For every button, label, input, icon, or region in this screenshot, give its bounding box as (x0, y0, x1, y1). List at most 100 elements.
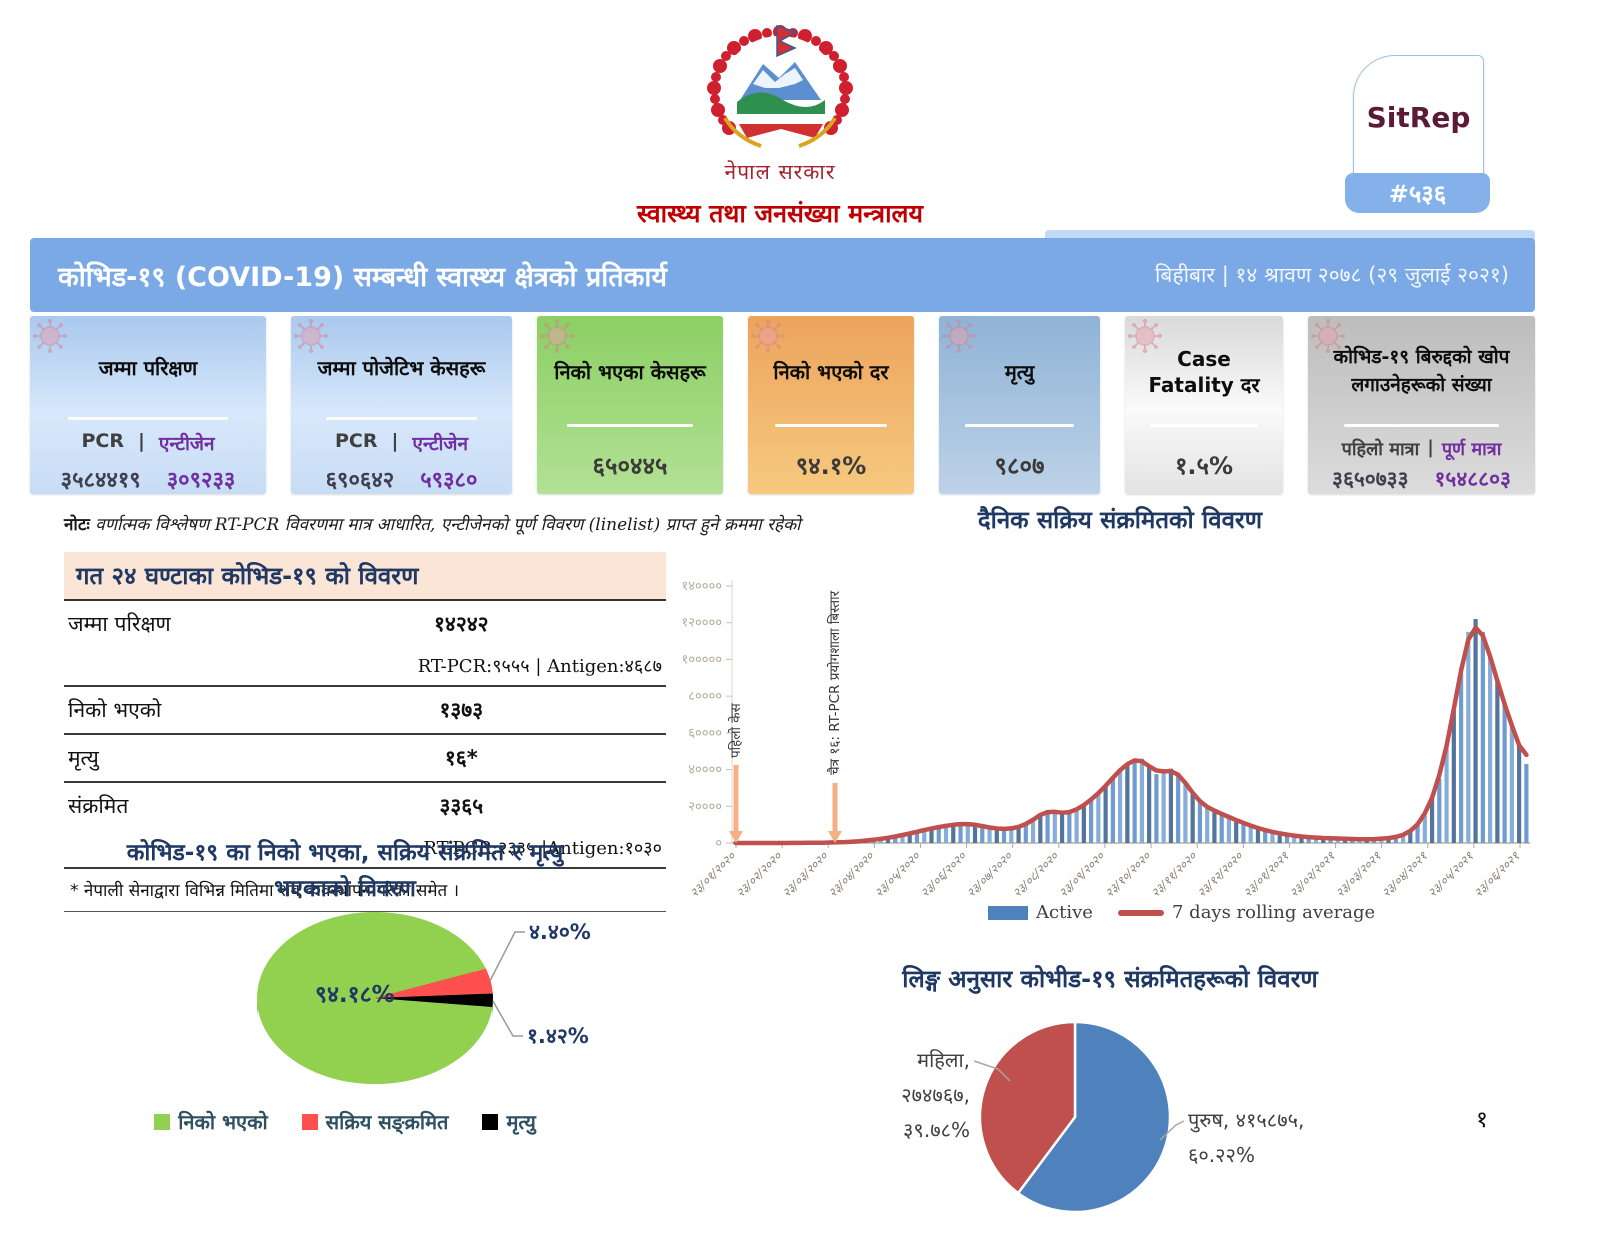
legend-swatch (482, 1113, 499, 1130)
divider (964, 424, 1075, 427)
recovery-pie-legend: निको भएको सक्रिय सङ्क्रमित मृत्यु (55, 1108, 635, 1135)
report-title-bar: कोभिड-१९ (COVID-19) सम्बन्धी स्वास्थ्य क… (30, 238, 1535, 312)
virus-icon (942, 319, 976, 353)
recovery-pie-chart: ९४.१८% ४.४०% १.४२% (256, 911, 590, 1084)
svg-text:२३/१०/२०२०: २३/१०/२०२० (1102, 849, 1153, 900)
svg-text:८००००: ८०००० (688, 689, 722, 704)
card-title: जम्मा परिक्षण (98, 356, 198, 381)
card-value: ९८०७ (994, 452, 1045, 480)
svg-text:२००००: २०००० (688, 799, 722, 814)
antigen-value: ५९३८० (420, 468, 478, 493)
legend-item: मृत्यु (482, 1108, 536, 1135)
government-line: नेपाल सरकार (724, 160, 836, 184)
svg-text:२३/१२/२०२०: २३/१२/२०२० (1194, 849, 1245, 900)
antigen-value: ३०९२३३ (166, 468, 236, 493)
svg-text:२३/०८/२०२०: २३/०८/२०२० (1010, 849, 1061, 900)
card-title: मृत्यु (1004, 359, 1035, 384)
table-row: मृत्यु १६* (64, 735, 666, 783)
svg-text:२३/११/२०२०: २३/११/२०२० (1148, 849, 1199, 900)
divider (566, 424, 694, 427)
svg-text:२३/०३/२०२१: २३/०३/२०२१ (1333, 849, 1384, 900)
svg-text:३९.७८%: ३९.७८% (903, 1118, 970, 1142)
svg-text:२३/०३/२०२०: २३/०३/२०२० (779, 849, 830, 900)
divider (326, 417, 477, 420)
card-value: १.५% (1174, 452, 1234, 480)
note-body: वर्णात्मक विश्लेषण RT-PCR विवरणमा मात्र … (95, 515, 801, 535)
recovery-pie-title: कोभिड-१९ का निको भएका, सक्रिय संक्रमित र… (126, 840, 564, 902)
virus-icon (540, 319, 574, 353)
svg-text:पुरुष, ४१५८७५,: पुरुष, ४१५८७५, (1188, 1108, 1304, 1133)
svg-text:२३/०६/२०२०: २३/०६/२०२० (918, 849, 969, 900)
report-title: कोभिड-१९ (COVID-19) सम्बन्धी स्वास्थ्य क… (58, 261, 667, 293)
legend-item: सक्रिय सङ्क्रमित (301, 1108, 449, 1135)
svg-text:चैत्र १६: RT-PCR प्रयोगशाला बि: चैत्र १६: RT-PCR प्रयोगशाला बिस्तार (826, 590, 843, 775)
card-total-tests: जम्मा परिक्षण PCR | एन्टीजेन ३५८४४१९ ३०९२३३ (30, 316, 266, 494)
full-dose-label: पूर्ण मात्रा (1441, 439, 1502, 460)
legend-label: सक्रिय सङ्क्रमित (325, 1110, 449, 1134)
gender-pie-title: लिङ्ग अनुसार कोभीड-१९ संक्रमितहरूको विवर… (902, 965, 1318, 993)
svg-text:६००००: ६०००० (688, 726, 722, 741)
legend-label: निको भएको (178, 1110, 268, 1134)
card-title: निको भएको दर (773, 359, 889, 384)
stat-cards-row: जम्मा परिक्षण PCR | एन्टीजेन ३५८४४१९ ३०९२३३… (30, 316, 1535, 494)
svg-text:०: ० (715, 836, 722, 851)
first-dose-label: पहिलो मात्रा (1341, 439, 1420, 460)
svg-text:९४.१८%: ९४.१८% (315, 982, 395, 1008)
legend-swatch (154, 1113, 171, 1130)
table-header: गत २४ घण्टाका कोभिड-१९ को विवरण (64, 552, 666, 601)
card-vaccination: कोभिड-१९ बिरुद्दको खोप लगाउनेहरूको संख्य… (1308, 316, 1535, 494)
svg-text:२३/०७/२०२०: २३/०७/२०२० (964, 849, 1015, 900)
divider (1344, 424, 1499, 427)
first-dose-value: ३६५०७३३ (1332, 467, 1409, 491)
ministry-title: स्वास्थ्य तथा जनसंख्या मन्त्रालय (636, 199, 923, 228)
virus-icon (294, 319, 328, 353)
card-value: ६५०४४५ (592, 452, 668, 480)
svg-text:२३/०९/२०२०: २३/०९/२०२० (1056, 849, 1107, 900)
virus-icon (33, 319, 67, 353)
svg-text:महिला,: महिला, (917, 1048, 970, 1072)
svg-text:२३/०२/२०२१: २३/०२/२०२१ (1287, 849, 1338, 900)
divider (67, 417, 229, 420)
table-row: जम्मा परिक्षण १४२४२ (68, 612, 489, 636)
svg-text:१४००००: १४०००० (681, 579, 722, 594)
card-title: कोभिड-१९ बिरुद्दको खोप लगाउनेहरूको संख्य… (1333, 346, 1510, 396)
card-recovered: निको भएका केसहरू ६५०४४५ (537, 316, 723, 494)
svg-text:२७४७६७,: २७४७६७, (901, 1083, 970, 1107)
note-prefix: नोटः (64, 515, 90, 535)
active-chart-title: दैनिक सक्रिय संक्रमितको विवरण (977, 506, 1263, 534)
sitrep-badge: SitRep #५३६ (1345, 55, 1490, 215)
sitrep-number: #५३६ (1388, 179, 1447, 208)
card-recovery-rate: निको भएको दर ९४.१% (748, 316, 914, 494)
sitrep-number-band: #५३६ (1345, 173, 1490, 213)
svg-text:४००००: ४०००० (688, 763, 722, 778)
sitrep-label: SitRep (1366, 100, 1471, 134)
pcr-value: ६९०६४२ (325, 468, 395, 493)
gender-pie-chart: महिला, २७४७६७, ३९.७८% पुरुष, ४१५८७५, ६०.२२% (901, 1020, 1304, 1214)
svg-text:२३/०४/२०२०: २३/०४/२०२० (826, 849, 877, 900)
sitrep-card: SitRep (1353, 55, 1484, 179)
svg-text:7 days rolling average: 7 days rolling average (1172, 902, 1375, 923)
full-dose-value: १५४८८०३ (1434, 467, 1511, 491)
card-title: जम्मा पोजेटिभ केसहरू (317, 356, 486, 381)
table-subrow: RT-PCR:२३३५ |Antigen:१०३० (64, 829, 666, 869)
svg-text:२३/०६/२०२१: २३/०६/२०२१ (1471, 849, 1522, 900)
svg-text:२३/०२/२०२०: २३/०२/२०२० (733, 849, 784, 900)
table-subrow: RT-PCR:९५५५ | Antigen:४६८७ (64, 647, 666, 687)
svg-text:२३/०५/२०२१: २३/०५/२०२१ (1425, 849, 1476, 900)
table-row: निको भएको १३७३ (64, 687, 666, 735)
card-case-fatality: Case Fatality दर १.५% (1125, 316, 1283, 494)
hills (737, 92, 825, 114)
svg-text:१.४२%: १.४२% (527, 1024, 589, 1048)
note-line: नोटः वर्णात्मक विश्लेषण RT-PCR विवरणमा म… (64, 512, 894, 535)
card-deaths: मृत्यु ९८०७ (939, 316, 1100, 494)
svg-text:२३/०१/२०२०: २३/०१/२०२० (687, 849, 738, 900)
page-number: १ (1476, 1107, 1488, 1133)
divider (774, 424, 888, 427)
svg-text:४.४०%: ४.४०% (529, 920, 590, 944)
svg-text:६०.२२%: ६०.२२% (1188, 1143, 1255, 1167)
legend-item: निको भएको (154, 1108, 268, 1135)
antigen-label: एन्टीजेन (412, 433, 469, 455)
antigen-label: एन्टीजेन (158, 433, 215, 455)
table-footnote: * नेपाली सेनाद्वारा विभिन्न मितिमा शव व्… (64, 869, 666, 912)
